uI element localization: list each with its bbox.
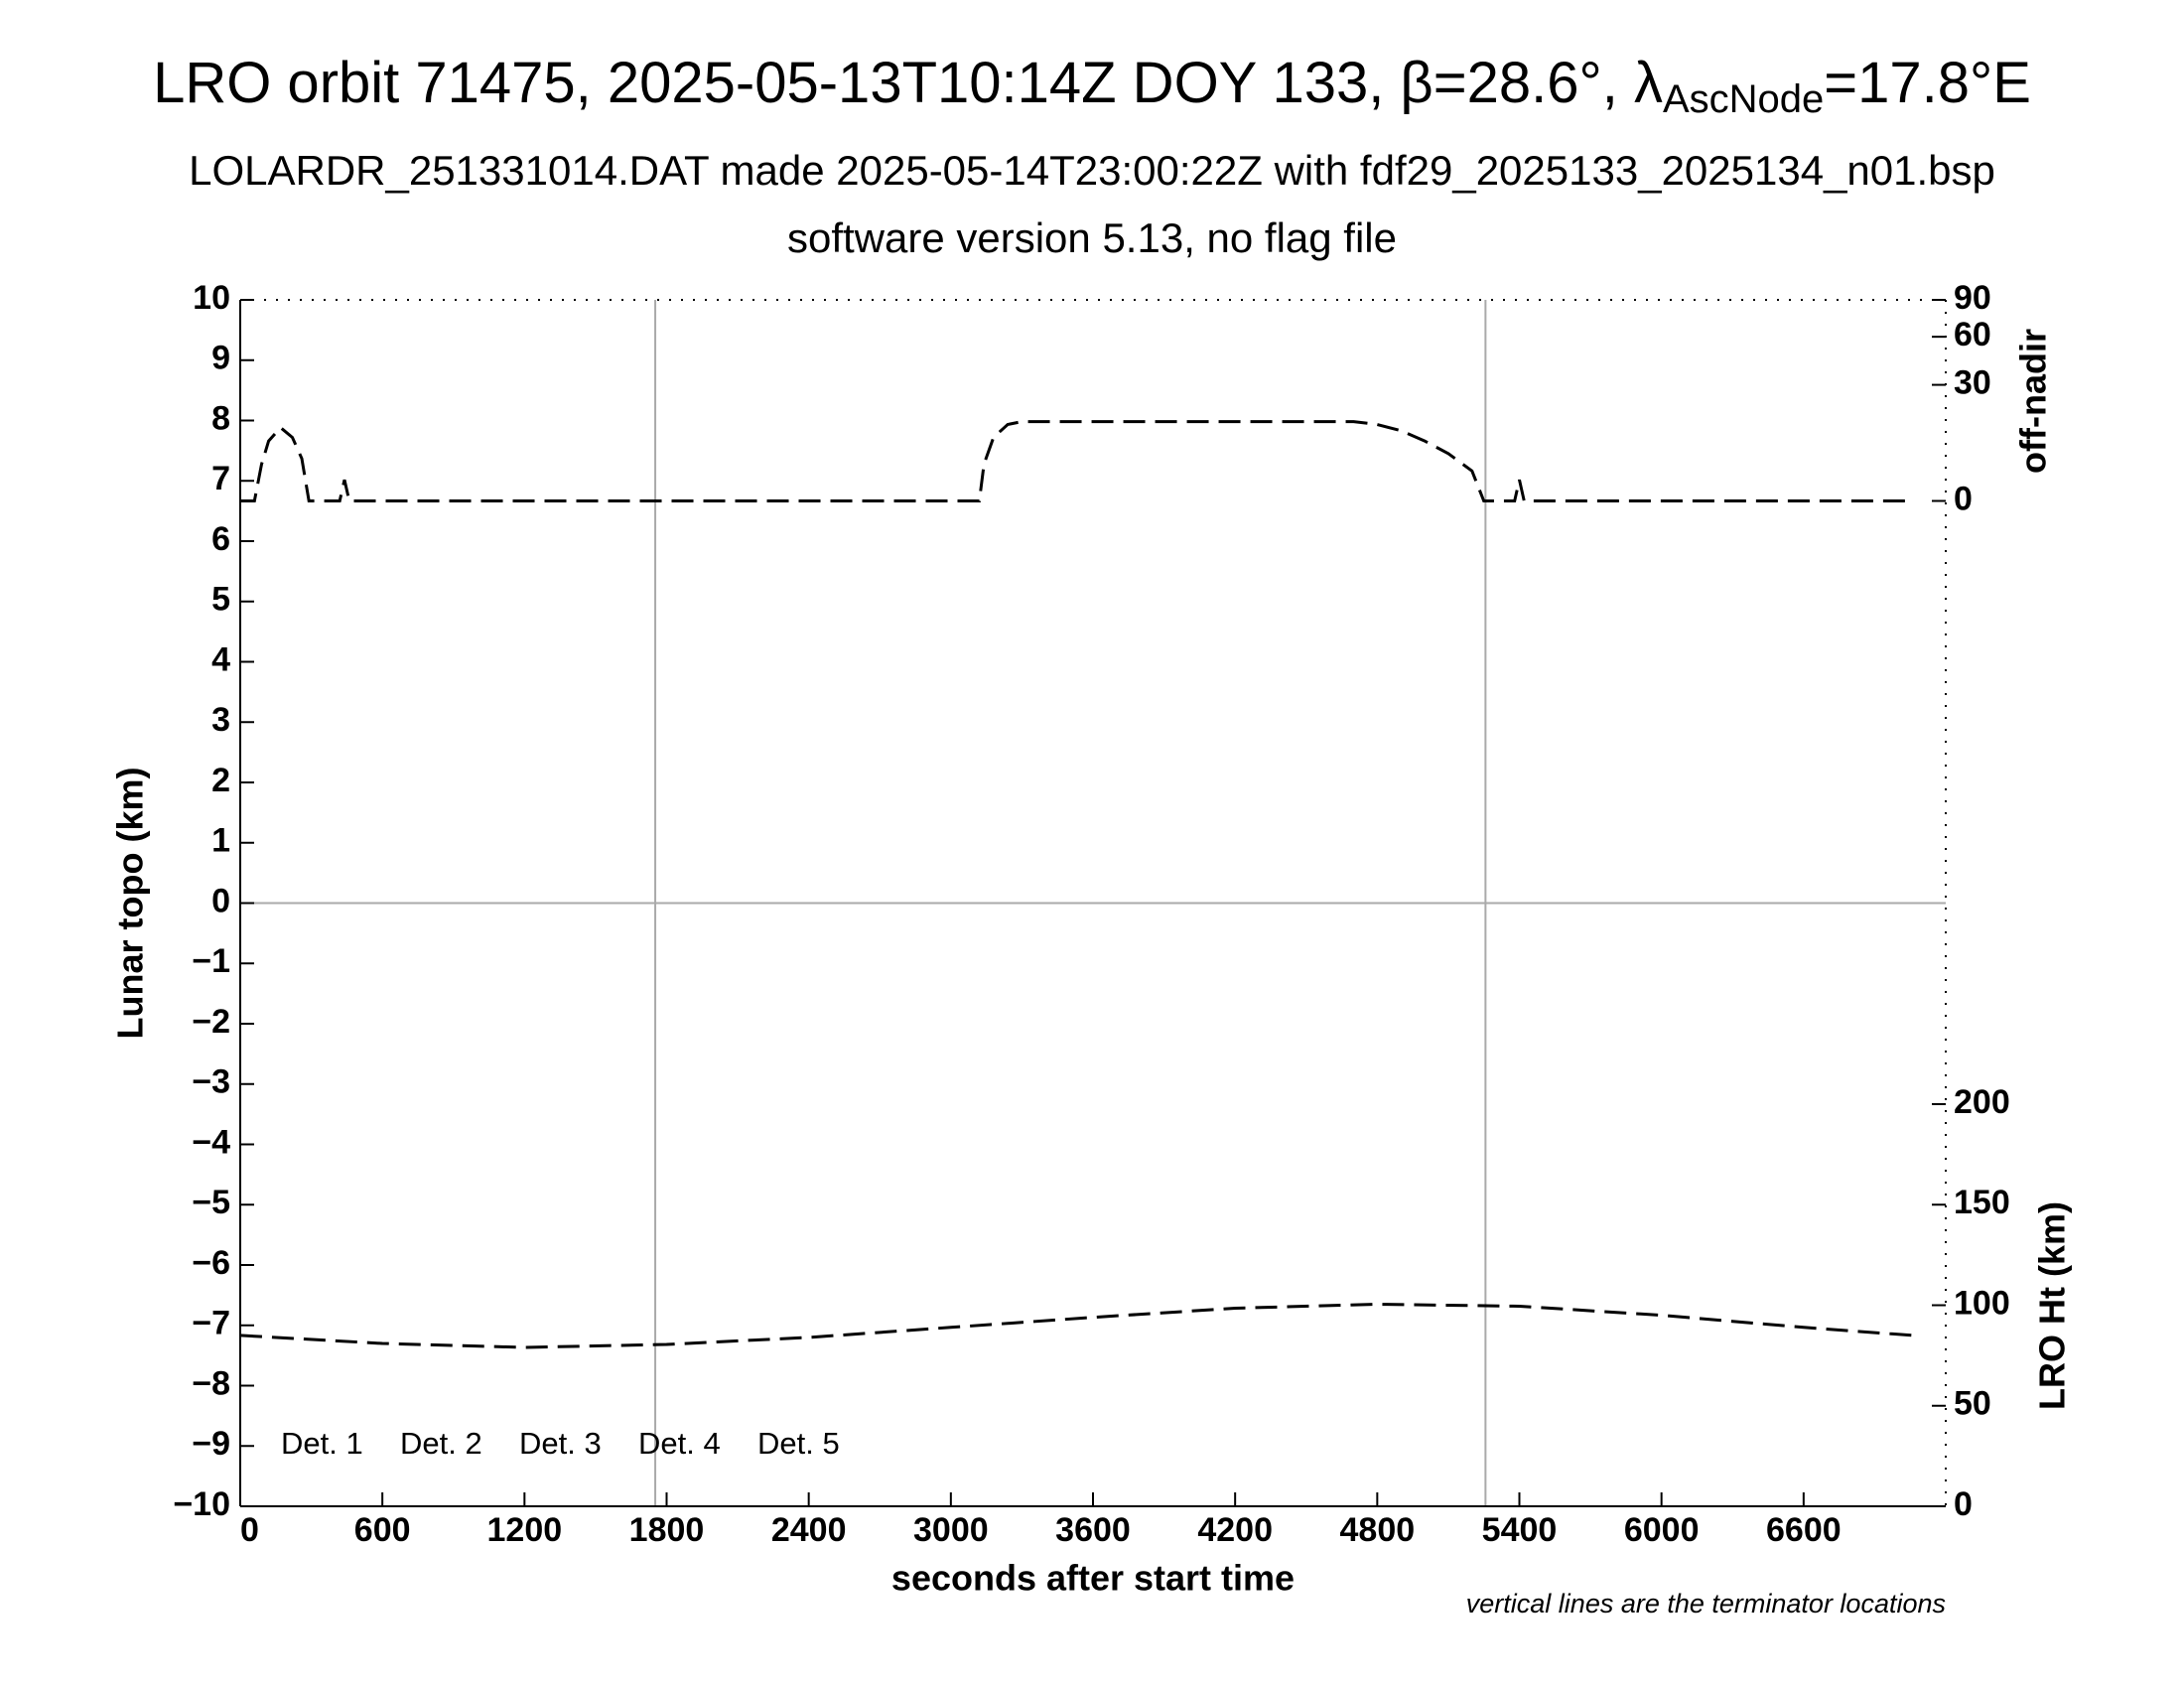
- x-tick-label: 6000: [1624, 1511, 1700, 1549]
- x-tick-label: 0: [240, 1511, 259, 1549]
- y3-axis-label: LRO Ht (km): [2032, 1201, 2073, 1410]
- x-axis-label: seconds after start time: [891, 1558, 1295, 1599]
- title-part: =17.8°E: [1824, 51, 2031, 115]
- x-tick-label: 3600: [1055, 1511, 1131, 1549]
- y-tick-label: 8: [211, 399, 230, 437]
- legend-entry: Det. 2: [400, 1426, 482, 1461]
- note: vertical lines are the terminator locati…: [1466, 1589, 1946, 1618]
- title-subscript: AscNode: [1663, 77, 1824, 121]
- subtitle: software version 5.13, no flag file: [787, 214, 1397, 261]
- y-tick-label: 9: [211, 340, 230, 377]
- y-tick-label: 3: [211, 701, 230, 739]
- y-tick-label: 200: [1954, 1083, 2010, 1121]
- y-tick-label: 60: [1954, 316, 1991, 353]
- y-tick-label: 2: [211, 762, 230, 799]
- y-tick-label: −6: [192, 1244, 230, 1282]
- legend-entry: Det. 3: [519, 1426, 602, 1461]
- y-tick-label: −9: [192, 1425, 230, 1463]
- y-tick-label: 150: [1954, 1184, 2010, 1221]
- y2-axis-label: off-nadir: [2013, 329, 2054, 474]
- x-tick-label: 6600: [1766, 1511, 1842, 1549]
- y-tick-label: 7: [211, 460, 230, 497]
- y-tick-label: −3: [192, 1063, 230, 1101]
- y-tick-label: 0: [211, 882, 230, 919]
- y-tick-label: −4: [192, 1123, 230, 1161]
- legend-entry: Det. 5: [757, 1426, 840, 1461]
- y-tick-label: 50: [1954, 1385, 1991, 1423]
- subtitle: LOLARDR_251331014.DAT made 2025-05-14T23…: [189, 147, 1995, 194]
- y-tick-label: −7: [192, 1305, 230, 1342]
- series-line: [240, 420, 1913, 502]
- y-axis-label: Lunar topo (km): [110, 768, 151, 1040]
- y-tick-label: 90: [1954, 279, 1991, 317]
- x-tick-label: 2400: [771, 1511, 847, 1549]
- y-tick-label: 6: [211, 520, 230, 558]
- x-tick-label: 5400: [1482, 1511, 1558, 1549]
- y-tick-label: 5: [211, 581, 230, 619]
- y-tick-label: −8: [192, 1364, 230, 1402]
- y-tick-label: −1: [192, 942, 230, 980]
- title-part: LRO orbit 71475, 2025-05-13T10:14Z DOY 1…: [153, 51, 1663, 115]
- y-tick-label: 10: [193, 279, 230, 317]
- y-tick-label: 30: [1954, 364, 1991, 402]
- legend-entry: Det. 4: [638, 1426, 721, 1461]
- y-tick-label: −5: [192, 1184, 230, 1221]
- y-tick-label: 100: [1954, 1284, 2010, 1322]
- y-tick-label: 4: [211, 640, 230, 678]
- x-tick-label: 3000: [913, 1511, 989, 1549]
- y-tick-label: −10: [173, 1485, 230, 1523]
- x-tick-label: 1200: [487, 1511, 563, 1549]
- x-tick-label: 4200: [1197, 1511, 1273, 1549]
- y-tick-label: 0: [1954, 1485, 1973, 1523]
- x-tick-label: 600: [354, 1511, 411, 1549]
- x-tick-label: 1800: [629, 1511, 705, 1549]
- y-tick-label: 0: [1954, 480, 1973, 517]
- chart-title: LRO orbit 71475, 2025-05-13T10:14Z DOY 1…: [153, 51, 2031, 120]
- y-tick-label: 1: [211, 822, 230, 860]
- y-tick-label: −2: [192, 1003, 230, 1041]
- legend-entry: Det. 1: [281, 1426, 363, 1461]
- series-line: [239, 1302, 1913, 1349]
- x-tick-label: 4800: [1340, 1511, 1416, 1549]
